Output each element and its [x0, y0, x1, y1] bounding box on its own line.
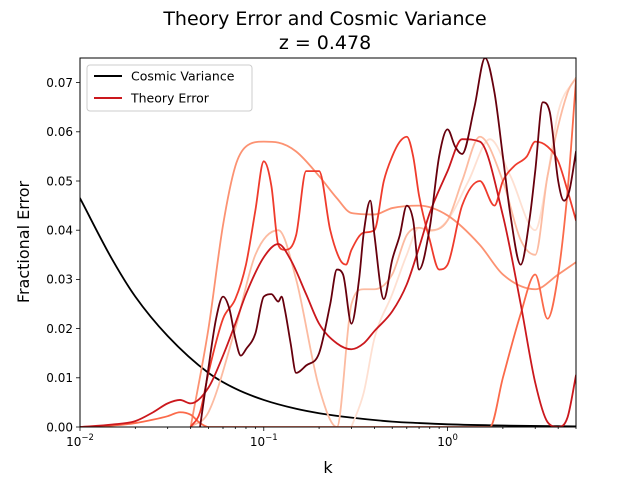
theory-error-line-7 [199, 58, 576, 427]
theory-error-line-1 [350, 76, 576, 427]
theory-error-line-3 [189, 140, 576, 427]
y-axis-ticks: 0.00 0.01 0.02 0.03 0.04 0.05 0.06 0.07 [46, 76, 80, 434]
theory-error-line-6 [80, 138, 576, 427]
legend-label-cosmic-variance: Cosmic Variance [131, 69, 235, 84]
y-tick-label: 0.00 [46, 420, 73, 434]
legend: Cosmic Variance Theory Error [86, 64, 253, 112]
y-tick-label: 0.05 [46, 174, 73, 188]
plot-lines [80, 58, 576, 427]
y-tick-label: 0.01 [46, 371, 73, 385]
y-tick-label: 0.04 [46, 224, 73, 238]
y-tick-label: 0.03 [46, 273, 73, 287]
theory-error-line-4 [80, 79, 576, 427]
x-tick-label: 100 [437, 433, 458, 449]
y-tick-label: 0.07 [46, 76, 73, 90]
y-axis-label: Fractional Error [14, 180, 33, 303]
x-axis-ticks: 10−2 10−1 100 [66, 427, 577, 449]
chart-subtitle: z = 0.478 [279, 32, 371, 54]
chart-title: Theory Error and Cosmic Variance [162, 8, 486, 30]
y-tick-label: 0.02 [46, 322, 73, 336]
x-tick-label: 10−2 [66, 433, 94, 449]
theory-error-line-5 [189, 135, 576, 427]
x-axis-label: k [323, 458, 333, 477]
legend-label-theory-error: Theory Error [130, 91, 210, 106]
plot-frame [79, 57, 577, 428]
x-tick-label: 10−1 [250, 433, 278, 449]
cosmic-variance-line [80, 197, 576, 427]
legend-box [86, 64, 253, 112]
y-tick-label: 0.06 [46, 125, 73, 139]
